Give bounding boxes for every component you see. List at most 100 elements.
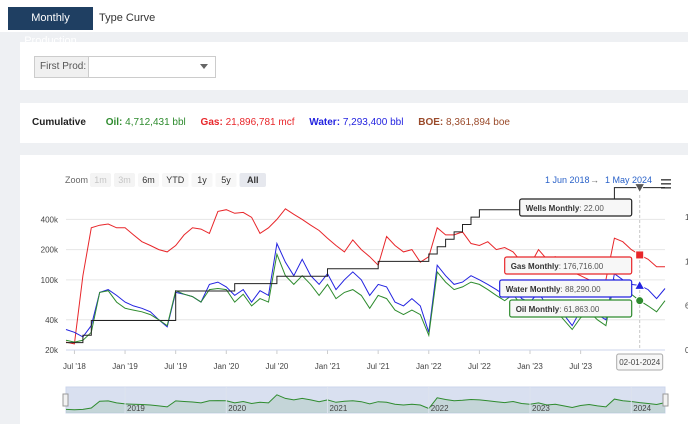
zoom-label: Zoom <box>65 175 88 185</box>
tooltip-text: Wells Monthly: 22.00 <box>526 204 605 213</box>
zoom-button-all[interactable]: All <box>247 175 259 185</box>
date-range-to[interactable]: 1 May 2024 <box>605 175 652 185</box>
tab-monthly-production[interactable]: Monthly Production <box>8 7 93 47</box>
zoom-button-bg <box>239 173 266 187</box>
marker-wells <box>633 183 646 194</box>
tooltip-water: Water Monthly: 88,290.00 <box>499 279 633 298</box>
marker-gas <box>635 250 645 260</box>
cumulative-water: Water: 7,293,400 bbl <box>309 117 403 128</box>
navigator-handle-left[interactable] <box>62 393 69 407</box>
marker-water <box>633 279 646 290</box>
production-chart[interactable]: Zoom 1m 3m 6m YTD 1y 5y All 1 Jun 2018 → 1 May… <box>20 155 688 424</box>
water-value: 7,293,400 bbl <box>342 117 404 128</box>
x-tick-label: Jul '22 <box>468 362 491 371</box>
hover-crosshair <box>633 183 646 350</box>
zoom-button-bg <box>162 173 189 187</box>
zoom-button-bg <box>90 173 111 187</box>
tooltip-date: 02-01-2024 <box>616 353 664 371</box>
water-label: Water: <box>309 117 341 128</box>
first-prod-select[interactable] <box>88 56 216 78</box>
tooltip-label: Gas Monthly <box>511 262 560 271</box>
production-chart-card: Zoom 1m 3m 6m YTD 1y 5y All 1 Jun 2018 → 1 May… <box>20 155 688 424</box>
tooltip-label: Wells Monthly <box>526 204 580 213</box>
boe-label: BOE: <box>418 117 444 128</box>
tooltip-wells: Wells Monthly: 22.00 <box>519 198 633 217</box>
date-range-from[interactable]: 1 Jun 2018 <box>545 175 590 185</box>
y-right-tick-label: 12 <box>685 257 688 266</box>
zoom-button-bg <box>215 173 237 187</box>
tooltip-gas: Gas Monthly: 176,716.00 <box>504 256 633 275</box>
cumulative-boe: BOE: 8,361,894 boe <box>418 117 510 128</box>
hamburger-icon[interactable] <box>661 179 671 189</box>
x-tick-label: Jul '20 <box>265 362 288 371</box>
cumulative-oil: Oil: 4,712,431 bbl <box>106 117 186 128</box>
gas-label: Gas: <box>200 117 223 128</box>
tooltip-date-box <box>616 353 664 371</box>
zoom-button-bg <box>191 173 213 187</box>
zoom-button-1y[interactable]: 1y <box>197 175 207 185</box>
y-right-tick-label: 18 <box>685 213 688 222</box>
tooltip-value: : 88,290.00 <box>561 285 602 294</box>
navigator-year-label: 2021 <box>330 404 348 413</box>
cumulative-title: Cumulative <box>32 117 86 128</box>
date-range-arrow: → <box>590 175 599 185</box>
navigator-year-label: 2023 <box>532 404 550 413</box>
x-tick-label: Jan '20 <box>214 362 240 371</box>
series-line-oil <box>65 252 666 343</box>
y-left-tick-label: 20k <box>45 346 59 355</box>
zoom-button-5y[interactable]: 5y <box>221 175 231 185</box>
gas-value: 21,896,781 mcf <box>225 117 295 128</box>
navigator-line <box>65 394 666 411</box>
y-right-tick-label: 0 <box>685 346 688 355</box>
tooltip-text: Oil Monthly: 61,863.00 <box>516 305 600 314</box>
x-tick-label: Jul '23 <box>569 362 592 371</box>
y-left-tick-label: 400k <box>41 215 59 224</box>
navigator-year-label: 2024 <box>633 404 651 413</box>
x-tick-label: Jan '22 <box>416 362 442 371</box>
zoom-buttons: 1m 3m 6m YTD 1y 5y All <box>90 173 266 187</box>
tab-type-curve[interactable]: Type Curve <box>99 12 156 24</box>
first-prod-label: First Prod: <box>34 56 88 78</box>
navigator-handle-right[interactable] <box>662 393 669 407</box>
y-axis-labels: 20k 40k 100k 200k 400k 0 6 12 18 <box>41 213 688 355</box>
oil-label: Oil: <box>105 117 123 128</box>
x-tick-label: Jul '18 <box>63 362 86 371</box>
x-tick-label: Jan '21 <box>315 362 341 371</box>
tooltip-oil: Oil Monthly: 61,863.00 <box>509 299 633 318</box>
y-right-tick-label: 6 <box>685 302 688 311</box>
cumulative-gas: Gas: 21,896,781 mcf <box>201 117 295 128</box>
cumulative-summary: Cumulative Oil: 4,712,431 bbl Gas: 21,89… <box>20 103 688 143</box>
tooltip-text: Water Monthly: 88,290.00 <box>506 285 601 294</box>
y-left-tick-label: 40k <box>45 316 59 325</box>
tooltip-text: Gas Monthly: 176,716.00 <box>511 262 604 271</box>
tooltip-label: Oil Monthly <box>516 305 560 314</box>
navigator-year-label: 2020 <box>228 404 246 413</box>
tooltip-value: : 61,863.00 <box>559 305 600 314</box>
chevron-down-icon <box>200 64 208 69</box>
y-left-tick-label: 100k <box>41 276 59 285</box>
navigator-selection <box>65 386 666 414</box>
navigator-area <box>66 394 665 413</box>
oil-value: 4,712,431 bbl <box>125 117 186 128</box>
tooltip-date-text: 02-01-2024 <box>619 358 660 367</box>
tooltip-value: : 22.00 <box>579 204 604 213</box>
x-tick-label: Jan '19 <box>112 362 138 371</box>
zoom-button-1m: 1m <box>94 175 107 185</box>
range-navigator[interactable]: 2019 2020 2021 2022 2023 2024 <box>62 386 669 414</box>
tooltip-box <box>499 279 633 298</box>
tooltips: Wells Monthly: 22.00 Gas Monthly: 176,716… <box>499 198 664 371</box>
zoom-button-3m: 3m <box>118 175 131 185</box>
x-tick-label: Jul '19 <box>164 362 187 371</box>
x-axis-labels: Jul '18 Jan '19 Jul '19 Jan '20 Jul '20 Jan '… <box>63 349 665 371</box>
tooltip-box <box>509 299 633 318</box>
zoom-button-ytd[interactable]: YTD <box>166 175 185 185</box>
view-tabs: Monthly Production Type Curve <box>0 0 688 47</box>
tooltip-box <box>519 198 633 217</box>
navigator-year-label: 2022 <box>431 404 449 413</box>
series-line-gas <box>65 208 665 345</box>
tooltip-value: : 176,716.00 <box>559 262 604 271</box>
zoom-button-bg <box>114 173 135 187</box>
navigator-year-label: 2019 <box>127 404 145 413</box>
marker-oil <box>635 296 645 306</box>
zoom-button-6m[interactable]: 6m <box>142 175 155 185</box>
